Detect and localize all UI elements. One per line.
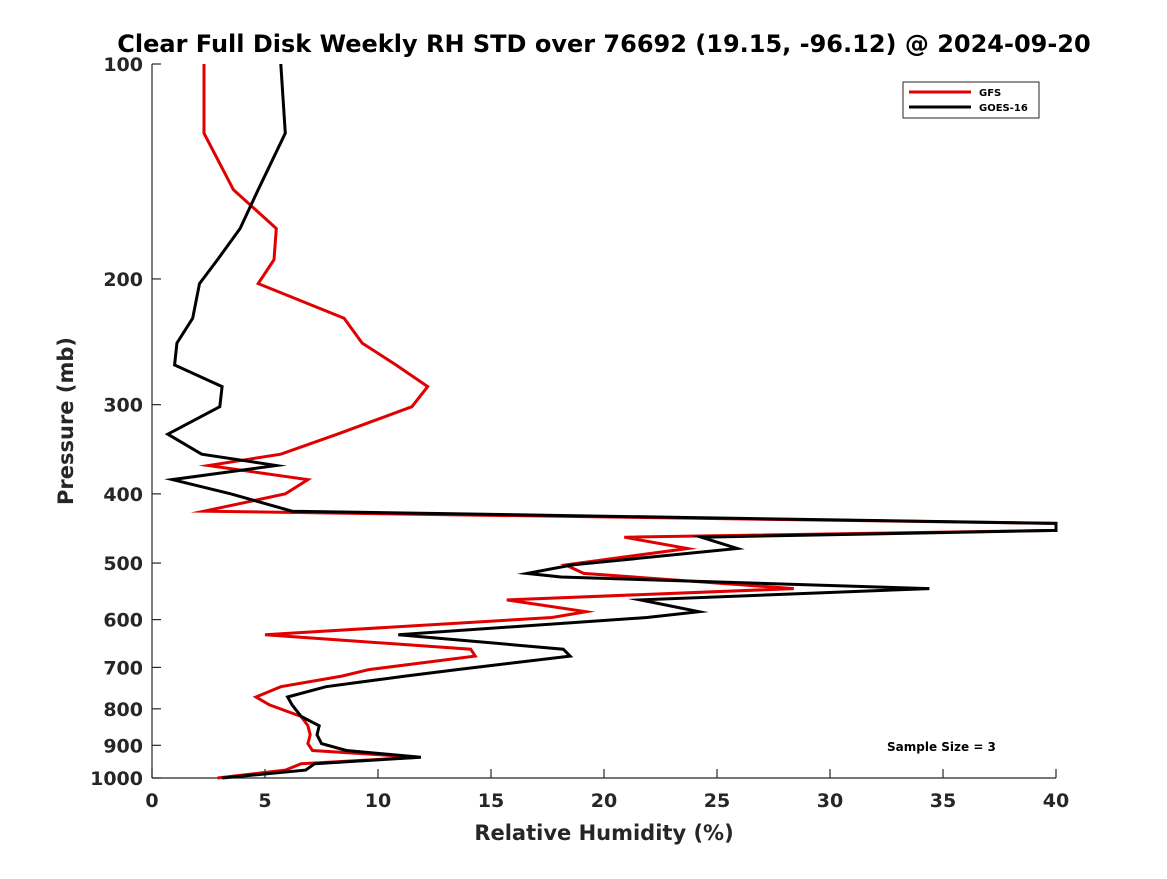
x-tick-label: 15 [478, 790, 504, 812]
x-tick-label: 0 [145, 790, 158, 812]
x-tick-label: 25 [704, 790, 730, 812]
y-tick-label: 900 [103, 735, 143, 757]
y-tick-label: 600 [103, 610, 143, 632]
y-tick-label: 400 [103, 484, 143, 506]
y-tick-label: 200 [103, 269, 143, 291]
legend-box [902, 81, 1040, 119]
y-tick-label: 100 [103, 54, 143, 76]
y-tick-label: 1000 [90, 768, 143, 790]
x-tick-label: 5 [258, 790, 271, 812]
x-tick-label: 20 [591, 790, 617, 812]
legend: GFS GOES-16 [902, 81, 1040, 119]
y-ticks: 100 200 300 400 500 600 700 800 900 1000 [90, 54, 161, 790]
x-tick-label: 10 [365, 790, 391, 812]
series-line-goes16 [164, 63, 1058, 780]
y-axis-label: Pressure (mb) [54, 337, 78, 505]
x-tick-label: 30 [817, 790, 843, 812]
chart-title: Clear Full Disk Weekly RH STD over 76692… [117, 30, 1090, 58]
legend-label-goes16: GOES-16 [979, 103, 1028, 114]
series-line-gfs [190, 64, 1058, 780]
x-ticks: 0 5 10 15 20 25 30 35 40 [145, 769, 1069, 812]
y-tick-label: 300 [103, 395, 143, 417]
y-tick-label: 500 [103, 553, 143, 575]
y-tick-label: 800 [103, 699, 143, 721]
series-layer [164, 63, 1058, 780]
legend-label-gfs: GFS [979, 88, 1001, 99]
plot-area [152, 64, 1056, 778]
sample-size-annotation: Sample Size = 3 [887, 740, 996, 754]
x-axis-label: Relative Humidity (%) [474, 821, 733, 845]
x-tick-label: 35 [930, 790, 956, 812]
y-tick-label: 700 [103, 657, 143, 679]
x-tick-label: 40 [1043, 790, 1069, 812]
